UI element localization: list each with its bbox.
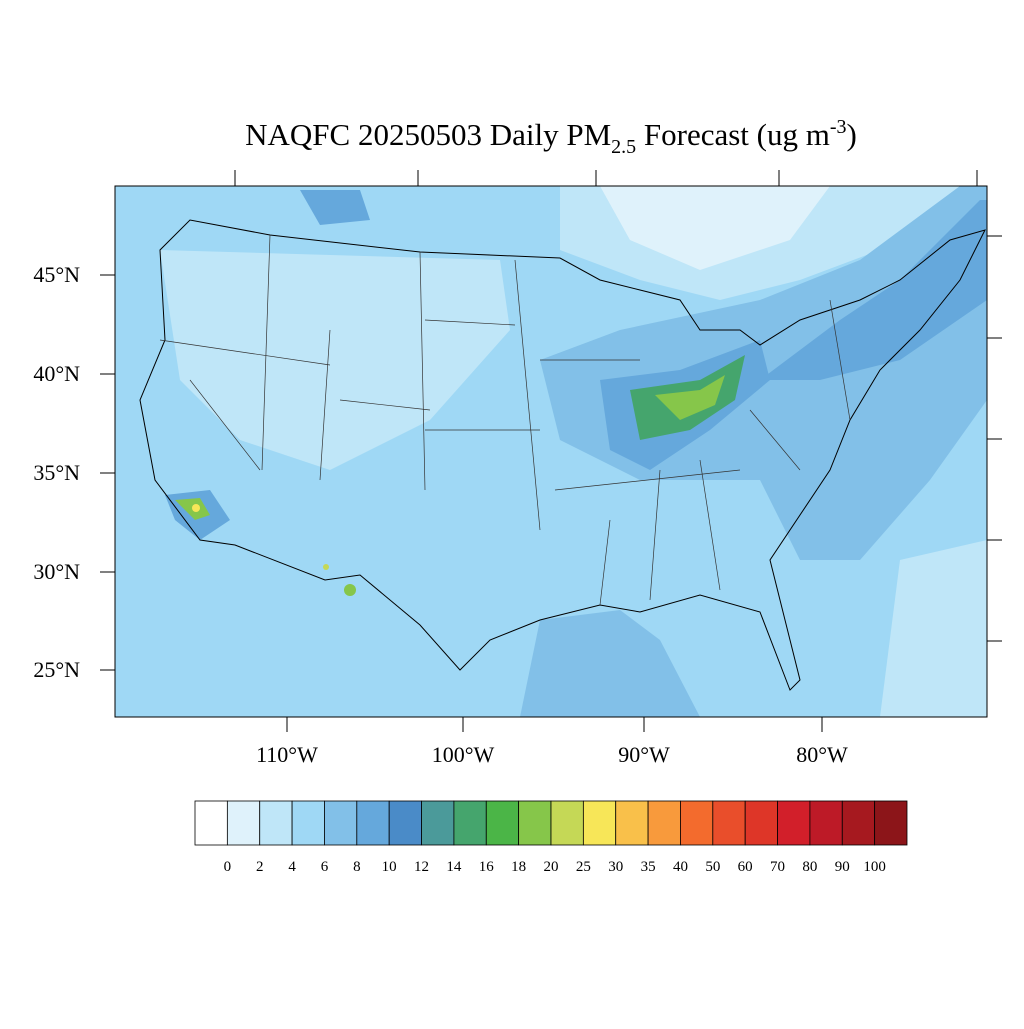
longitude-label: 100°W [432, 742, 495, 767]
longitude-label: 80°W [796, 742, 848, 767]
title: NAQFC 20250503 Daily PM2.5 Forecast (ug … [245, 116, 857, 158]
title-subscript: 2.5 [611, 136, 636, 158]
colorbar-box [550, 800, 584, 846]
colorbar-box [388, 800, 422, 846]
colorbar-label: 35 [641, 859, 656, 875]
longitude-label: 90°W [618, 742, 670, 767]
field-lowest [600, 186, 830, 270]
colorbar-label: 14 [446, 859, 462, 875]
field-lightgreen [344, 584, 356, 596]
colorbar-label: 80 [802, 859, 817, 875]
colorbar-box [841, 800, 876, 846]
coastline [139, 219, 986, 691]
colorbar-box [226, 800, 261, 846]
map-frame [114, 185, 988, 718]
latitude-label: 30°N [33, 559, 80, 584]
colorbar: 0 2 4 6 8 10 12 14 16 18 20 25 30 35 40 50 60 70 80 90 100 [194, 800, 908, 875]
colorbar-label: 0 [224, 859, 232, 875]
colorbar-label: 25 [576, 859, 591, 875]
colorbar-box [485, 800, 520, 846]
colorbar-box [647, 800, 681, 846]
colorbar-box [291, 800, 325, 846]
state-lines [159, 234, 851, 606]
colorbar-box [680, 800, 714, 846]
field-lightgreen [655, 375, 725, 420]
title-text: Forecast (ug m [636, 117, 830, 152]
field-yellow [192, 504, 200, 512]
colorbar-label: 6 [321, 859, 329, 875]
longitude-label: 110°W [256, 742, 318, 767]
field-mid [520, 610, 700, 717]
latitude-label: 45°N [33, 262, 80, 287]
colorbar-box [874, 800, 908, 846]
title-text: ) [847, 117, 857, 152]
colorbar-box [324, 800, 358, 846]
colorbar-label: 60 [738, 859, 753, 875]
colorbar-box [356, 800, 390, 846]
field-high [300, 190, 370, 225]
field-low [160, 250, 510, 470]
latitude-label: 40°N [33, 361, 80, 386]
colorbar-box [518, 800, 552, 846]
field-yellow [323, 564, 329, 570]
field-low [880, 540, 987, 717]
colorbar-box [259, 800, 293, 846]
map [115, 186, 987, 717]
colorbar-label: 4 [288, 859, 296, 875]
colorbar-label: 30 [608, 859, 623, 875]
colorbar-label: 40 [673, 859, 688, 875]
colorbar-label: 50 [705, 859, 720, 875]
colorbar-label: 70 [770, 859, 785, 875]
colorbar-box [712, 800, 746, 846]
colorbar-label: 8 [353, 859, 361, 875]
colorbar-box [777, 800, 811, 846]
colorbar-box [453, 800, 487, 846]
title-superscript: -3 [830, 116, 847, 138]
colorbar-label: 10 [382, 859, 397, 875]
colorbar-label: 100 [863, 859, 886, 875]
field-mid [115, 560, 290, 717]
colorbar-box [809, 800, 843, 846]
latitude-label: 25°N [33, 657, 80, 682]
colorbar-label: 2 [256, 859, 264, 875]
latitude-label: 35°N [33, 460, 80, 485]
colorbar-label: 16 [479, 859, 495, 875]
title-text: NAQFC 20250503 Daily PM [245, 117, 611, 152]
colorbar-label: 90 [835, 859, 850, 875]
colorbar-label: 12 [414, 859, 429, 875]
colorbar-box [421, 800, 455, 846]
colorbar-box [615, 800, 649, 846]
field-high [760, 200, 987, 380]
colorbar-box [194, 800, 228, 846]
colorbar-label: 18 [511, 859, 526, 875]
colorbar-label: 20 [544, 859, 559, 875]
ticks [100, 170, 1002, 732]
colorbar-box [582, 800, 617, 846]
colorbar-box [744, 800, 778, 846]
